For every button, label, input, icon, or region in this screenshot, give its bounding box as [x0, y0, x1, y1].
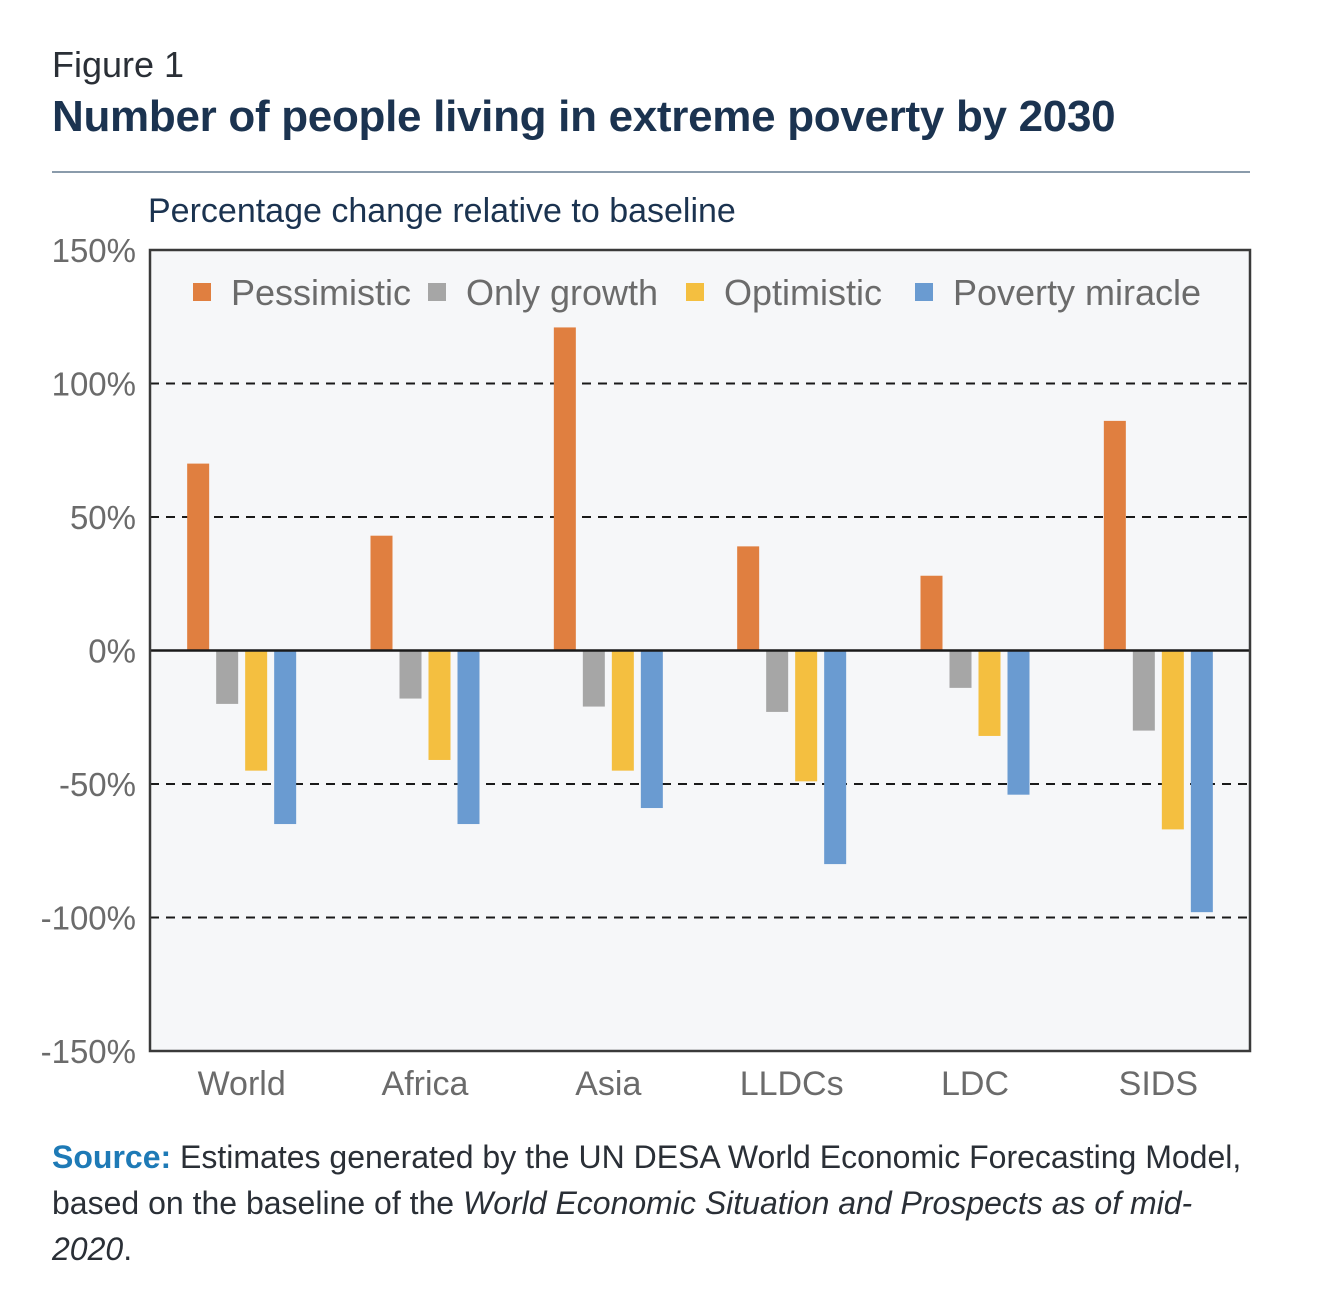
x-category-label: Asia [575, 1065, 641, 1103]
bar-poverty-miracle [1190, 650, 1213, 913]
bar-only-growth [949, 650, 972, 688]
x-category-label: LLDCs [740, 1065, 844, 1103]
bar-pessimistic [920, 575, 943, 651]
x-category-label: World [198, 1065, 286, 1103]
y-tick-label: 0% [88, 633, 136, 670]
source-text-end: . [123, 1231, 133, 1267]
bar-pessimistic [370, 535, 393, 651]
bar-pessimistic [1103, 420, 1126, 651]
bar-optimistic [245, 650, 268, 771]
chart-subtitle: Percentage change relative to baseline [148, 192, 736, 230]
x-category-label: SIDS [1119, 1065, 1198, 1103]
bar-pessimistic [187, 463, 210, 651]
legend-swatch [686, 283, 704, 301]
legend-label: Only growth [466, 272, 658, 313]
legend-swatch [915, 283, 933, 301]
bar-poverty-miracle [1007, 650, 1030, 795]
figure-title: Number of people living in extreme pover… [52, 92, 1116, 141]
legend-label: Poverty miracle [953, 272, 1201, 313]
bar-pessimistic [553, 327, 576, 651]
bar-only-growth [1132, 650, 1155, 731]
y-tick-label: 50% [70, 499, 136, 536]
y-tick-label: -50% [59, 766, 136, 803]
bar-poverty-miracle [640, 650, 663, 809]
x-category-label: Africa [382, 1065, 469, 1103]
y-tick-label: 100% [52, 366, 136, 403]
bar-pessimistic [737, 546, 760, 651]
source-publication: World Economic Situation and Prospects a… [52, 1185, 1193, 1267]
bar-poverty-miracle [274, 650, 297, 825]
source-text: Estimates generated by the UN DESA World… [52, 1139, 1242, 1221]
bar-poverty-miracle [457, 650, 480, 825]
bar-only-growth [216, 650, 239, 704]
bar-optimistic [978, 650, 1001, 736]
legend-label: Pessimistic [231, 272, 411, 313]
y-tick-label: -100% [41, 900, 136, 937]
title-divider [52, 171, 1250, 173]
bar-poverty-miracle [824, 650, 847, 865]
y-tick-label: 150% [52, 232, 136, 269]
x-category-label: LDC [941, 1065, 1009, 1103]
bar-only-growth [399, 650, 422, 699]
bar-chart: -150% -100% -50% 0% 50% 100% 150% World Africa As… [41, 232, 1252, 1103]
source-note: Source: Estimates generated by the UN DE… [52, 1134, 1262, 1272]
bar-optimistic [1161, 650, 1184, 830]
bar-only-growth [582, 650, 605, 707]
legend-swatch [193, 283, 211, 301]
figure-label: Figure 1 [52, 44, 185, 85]
y-tick-label: -150% [41, 1033, 136, 1070]
bar-optimistic [611, 650, 634, 771]
plot-frame [148, 248, 1252, 1053]
bar-only-growth [766, 650, 789, 712]
bar-optimistic [428, 650, 451, 760]
legend-label: Optimistic [724, 272, 882, 313]
legend-swatch [428, 283, 446, 301]
bar-optimistic [795, 650, 818, 782]
source-label: Source: [52, 1139, 172, 1175]
